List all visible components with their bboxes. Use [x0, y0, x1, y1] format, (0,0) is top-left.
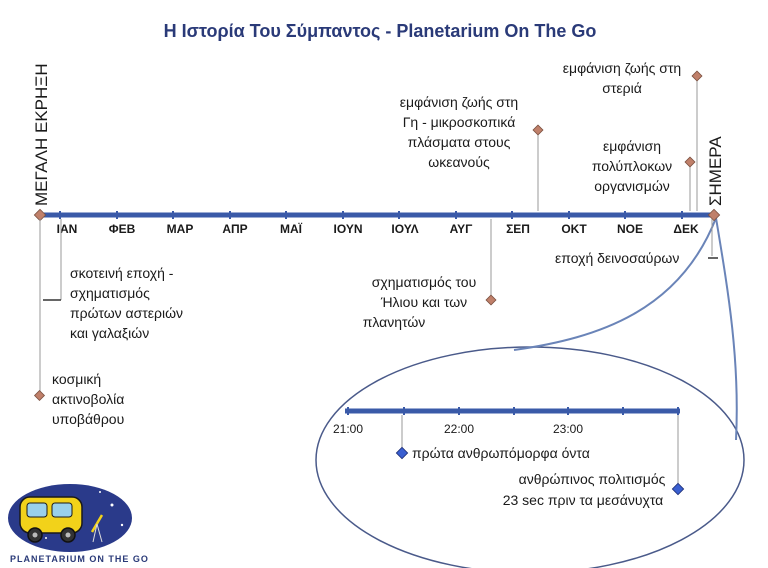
logo-text: PLANETARIUM ON THE GO [10, 554, 149, 564]
event-label-line: 23 sec πριν τα μεσάνυχτα [503, 492, 664, 508]
today-label: ΣΗΜΕΡΑ [706, 136, 725, 206]
event-marker [485, 294, 497, 306]
event-complex-organisms: εμφάνιση πολύπλοκων οργανισμών [592, 138, 696, 211]
event-label-line: εμφάνιση ζωής στη [400, 94, 518, 110]
event-label-line: πρώτων αστεριών [70, 305, 183, 321]
event-marker [684, 156, 696, 168]
event-label-line: κοσμική [52, 371, 101, 387]
event-label-line: Ήλιου και των [380, 294, 467, 310]
today-marker [707, 208, 721, 222]
event-marker [395, 446, 409, 460]
month-label: ΝΟΕ [617, 222, 643, 236]
event-life-earth: εμφάνιση ζωής στη Γη - μικροσκοπικά πλάσ… [400, 94, 544, 211]
event-label-line: οργανισμών [594, 178, 670, 194]
month-label: ΙΑΝ [57, 222, 78, 236]
event-label-line: πολύπλοκων [592, 158, 672, 174]
month-label: ΣΕΠ [506, 222, 530, 236]
event-label-line: στεριά [602, 80, 642, 96]
month-label: ΟΚΤ [561, 222, 587, 236]
month-label: ΑΥΓ [450, 222, 474, 236]
event-label-line: και γαλαξιών [70, 325, 149, 341]
event-label-line: εμφάνιση [603, 138, 661, 154]
event-cmb: κοσμική ακτινοβολία υποβάθρου [33, 219, 124, 427]
month-label: ΜΑΪ [280, 221, 303, 236]
event-life-land: εμφάνιση ζωής στη στεριά [563, 60, 703, 211]
event-label-line: υποβάθρου [52, 411, 124, 427]
month-labels: ΙΑΝ ΦΕΒ ΜΑΡ ΑΠΡ ΜΑΪ ΙΟΥΝ ΙΟΥΛ ΑΥΓ ΣΕΠ ΟΚ… [57, 221, 699, 236]
event-label-line: πλάσματα στους [408, 134, 511, 150]
event-label-line: ακτινοβολία [52, 391, 124, 407]
month-label: ΙΟΥΝ [333, 222, 362, 236]
event-label-line: Γη - μικροσκοπικά [403, 114, 516, 130]
event-label-line: ωκεανούς [428, 154, 490, 170]
event-marker [691, 70, 703, 82]
event-marker [33, 389, 46, 402]
event-sun-formation: σχηματισμός του Ήλιου και των πλανητών [363, 219, 497, 330]
event-label-line: σχηματισμός του [372, 274, 476, 290]
month-label: ΦΕΒ [109, 222, 136, 236]
event-label-line: εποχή δεινοσαύρων [555, 250, 679, 266]
zoom-tick-label: 23:00 [553, 422, 583, 436]
event-marker [671, 482, 685, 496]
event-label-line: σχηματισμός [70, 285, 150, 301]
zoom-tick-label: 22:00 [444, 422, 474, 436]
event-label-line: σκοτεινή εποχή - [70, 265, 174, 281]
zoom-tick-label: 21:00 [333, 422, 363, 436]
page-title: Η Ιστορία Του Σύμπαντος - Planetarium On… [164, 21, 597, 41]
month-label: ΙΟΥΛ [391, 222, 418, 236]
big-bang-label: ΜΕΓΑΛΗ ΕΚΡΗΞΗ [32, 63, 51, 206]
event-civilization: ανθρώπινος πολιτισμός 23 sec πριν τα μεσ… [503, 415, 685, 508]
event-marker [532, 124, 544, 136]
zoom-connector-lower [715, 217, 738, 441]
month-label: ΔΕΚ [673, 222, 699, 236]
big-bang-marker [33, 208, 47, 222]
event-label-line: πρώτα ανθρωπόμορφα όντα [412, 445, 590, 461]
timeline-ticks [59, 211, 683, 219]
month-label: ΑΠΡ [222, 222, 247, 236]
event-dark-age: σκοτεινή εποχή - σχηματισμός πρώτων αστε… [43, 219, 183, 341]
event-label-line: εμφάνιση ζωής στη [563, 60, 681, 76]
zoom-connector-upper [513, 217, 717, 351]
event-dinosaurs: εποχή δεινοσαύρων [555, 219, 718, 266]
event-label-line: ανθρώπινος πολιτισμός [519, 471, 666, 487]
logo-telescope-icon [90, 514, 104, 533]
month-label: ΜΑΡ [167, 222, 194, 236]
planetarium-logo: PLANETARIUM ON THE GO [8, 484, 149, 564]
event-label-line: πλανητών [363, 314, 426, 330]
event-hominids: πρώτα ανθρωπόμορφα όντα [395, 415, 590, 461]
zoom-timeline: 21:00 22:00 23:00 [333, 407, 680, 436]
